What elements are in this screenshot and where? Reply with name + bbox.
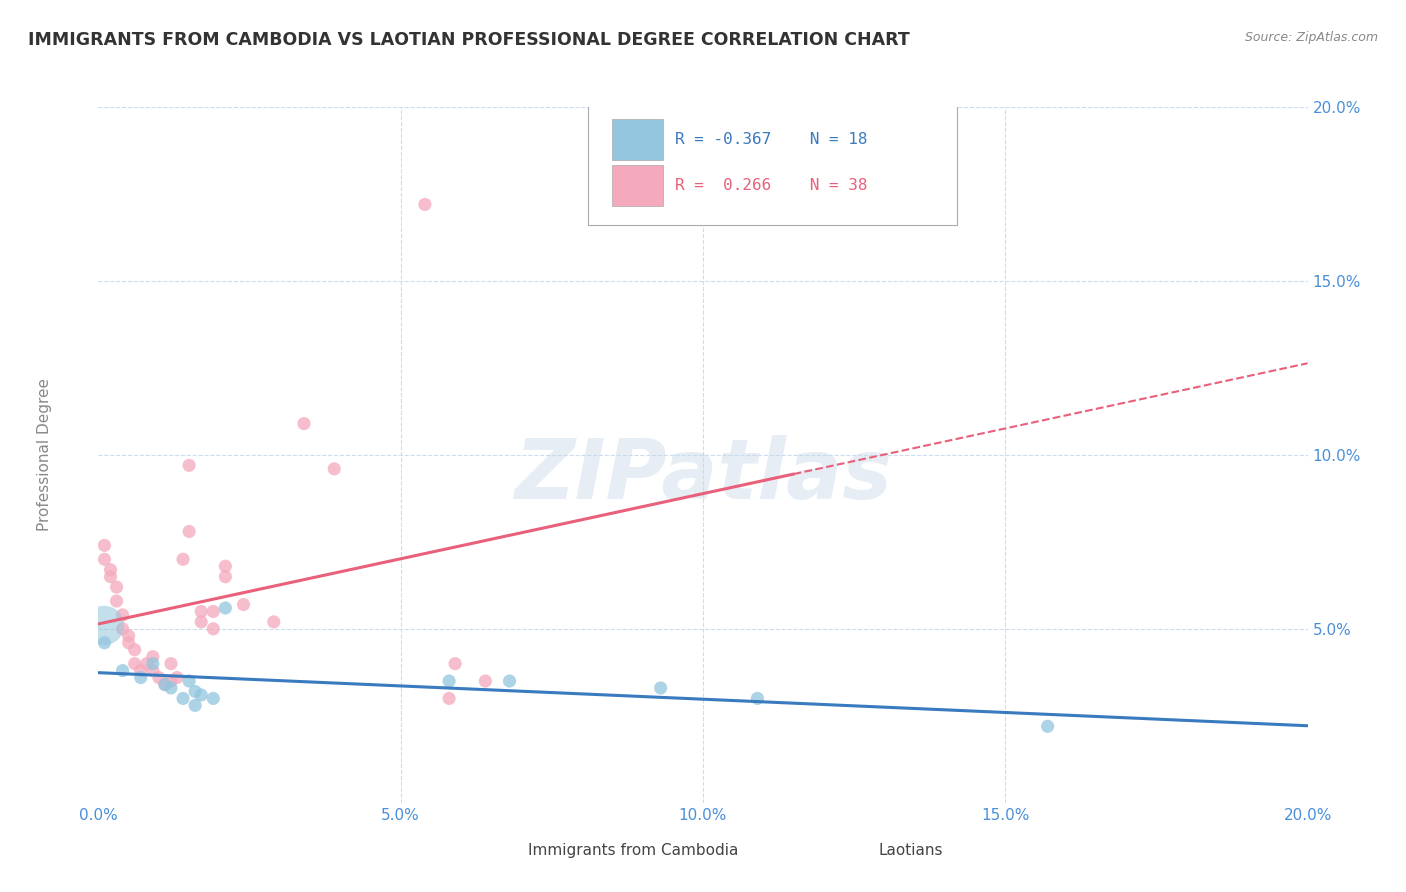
Point <box>179 458 201 473</box>
Point <box>202 691 225 706</box>
Point <box>323 462 346 476</box>
Point <box>93 636 115 650</box>
FancyBboxPatch shape <box>482 839 517 871</box>
Text: Source: ZipAtlas.com: Source: ZipAtlas.com <box>1244 31 1378 45</box>
Point <box>153 677 176 691</box>
Point <box>129 671 152 685</box>
Point <box>100 563 122 577</box>
Point <box>179 524 201 539</box>
Text: R = -0.367    N = 18: R = -0.367 N = 18 <box>675 132 868 147</box>
Point <box>498 674 520 689</box>
Point <box>118 636 141 650</box>
Point <box>202 622 225 636</box>
Point <box>474 674 496 689</box>
Point <box>184 698 207 713</box>
Point <box>160 657 183 671</box>
Point <box>179 674 201 689</box>
Point <box>263 615 285 629</box>
Point <box>93 618 115 632</box>
FancyBboxPatch shape <box>613 165 664 206</box>
Point <box>124 642 146 657</box>
Point <box>142 649 165 664</box>
Point <box>650 681 672 695</box>
Text: IMMIGRANTS FROM CAMBODIA VS LAOTIAN PROFESSIONAL DEGREE CORRELATION CHART: IMMIGRANTS FROM CAMBODIA VS LAOTIAN PROF… <box>28 31 910 49</box>
Point <box>93 538 115 552</box>
Point <box>214 601 236 615</box>
Point <box>202 605 225 619</box>
Point <box>166 671 188 685</box>
Text: Professional Degree: Professional Degree <box>37 378 52 532</box>
Point <box>160 674 183 689</box>
Point <box>184 684 207 698</box>
Point <box>437 691 460 706</box>
Point <box>437 674 460 689</box>
Point <box>93 552 115 566</box>
Point <box>142 664 165 678</box>
Point <box>190 605 212 619</box>
Point <box>100 570 122 584</box>
Point <box>142 657 165 671</box>
Point <box>148 671 170 685</box>
Point <box>118 629 141 643</box>
Point <box>129 664 152 678</box>
Point <box>172 552 194 566</box>
FancyBboxPatch shape <box>834 839 869 871</box>
Text: Immigrants from Cambodia: Immigrants from Cambodia <box>527 843 738 858</box>
FancyBboxPatch shape <box>588 103 957 226</box>
Text: R =  0.266    N = 38: R = 0.266 N = 38 <box>675 178 868 194</box>
Point <box>190 688 212 702</box>
Point <box>111 607 134 622</box>
Point <box>135 657 157 671</box>
Point <box>153 677 176 691</box>
Point <box>105 594 128 608</box>
Point <box>190 615 212 629</box>
Point <box>292 417 315 431</box>
Point <box>105 580 128 594</box>
Point <box>124 657 146 671</box>
Point <box>172 691 194 706</box>
Point <box>413 197 436 211</box>
Point <box>111 664 134 678</box>
Text: ZIPatlas: ZIPatlas <box>515 435 891 516</box>
Point <box>232 598 254 612</box>
Text: Laotians: Laotians <box>879 843 943 858</box>
Point <box>214 559 236 574</box>
Point <box>214 570 236 584</box>
Point <box>111 622 134 636</box>
FancyBboxPatch shape <box>613 120 664 161</box>
Point <box>160 681 183 695</box>
Point <box>1036 719 1059 733</box>
Point <box>444 657 467 671</box>
Point <box>747 691 769 706</box>
